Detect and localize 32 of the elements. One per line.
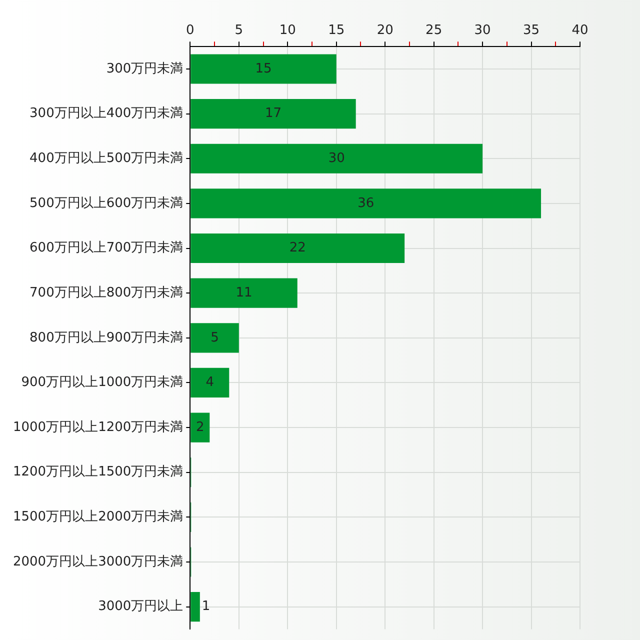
x-tick-label: 10 [279, 23, 296, 38]
x-tick-label: 15 [328, 23, 345, 38]
data-label: 5 [210, 330, 219, 346]
y-tick-label: 3000万円以上 [98, 599, 184, 614]
data-label: 11 [236, 285, 252, 300]
x-tick-label: 30 [474, 23, 491, 38]
y-tick-label: 1500万円以上2000万円未満 [12, 510, 184, 525]
y-tick-label: 1000万円以上1200万円未満 [12, 420, 184, 435]
data-label: 15 [255, 61, 272, 76]
data-label: 1 [202, 599, 210, 614]
y-tick-label: 300万円未満 [106, 61, 184, 76]
x-tick-label: 25 [426, 23, 442, 38]
x-tick-label: 0 [186, 23, 194, 38]
data-label: 36 [358, 196, 374, 211]
data-label: 4 [206, 375, 214, 390]
y-tick-label: 500万円以上600万円未満 [30, 196, 184, 211]
y-tick-label: 600万円以上700万円未満 [30, 240, 184, 256]
y-tick-label: 800万円以上900万円未満 [30, 330, 184, 346]
data-label: 17 [264, 106, 282, 122]
y-tick-label: 700万円以上800万円未満 [30, 285, 184, 300]
y-tick-label: 900万円以上1000万円未満 [21, 375, 184, 390]
y-tick-label: 300万円以上400万円未満 [30, 106, 184, 122]
y-tick-label: 400万円以上500万円未満 [30, 151, 184, 166]
x-tick-label: 5 [234, 23, 244, 38]
x-tick-label: 20 [376, 23, 394, 38]
data-label: 30 [328, 151, 345, 166]
x-tick-label: 35 [523, 23, 540, 38]
data-label: 2 [196, 420, 204, 435]
x-tick-label: 40 [572, 23, 588, 38]
data-label: 22 [289, 240, 306, 256]
y-tick-label: 2000万円以上3000万円未満 [12, 554, 184, 570]
y-tick-label: 1200万円以上1500万円未満 [12, 464, 184, 480]
